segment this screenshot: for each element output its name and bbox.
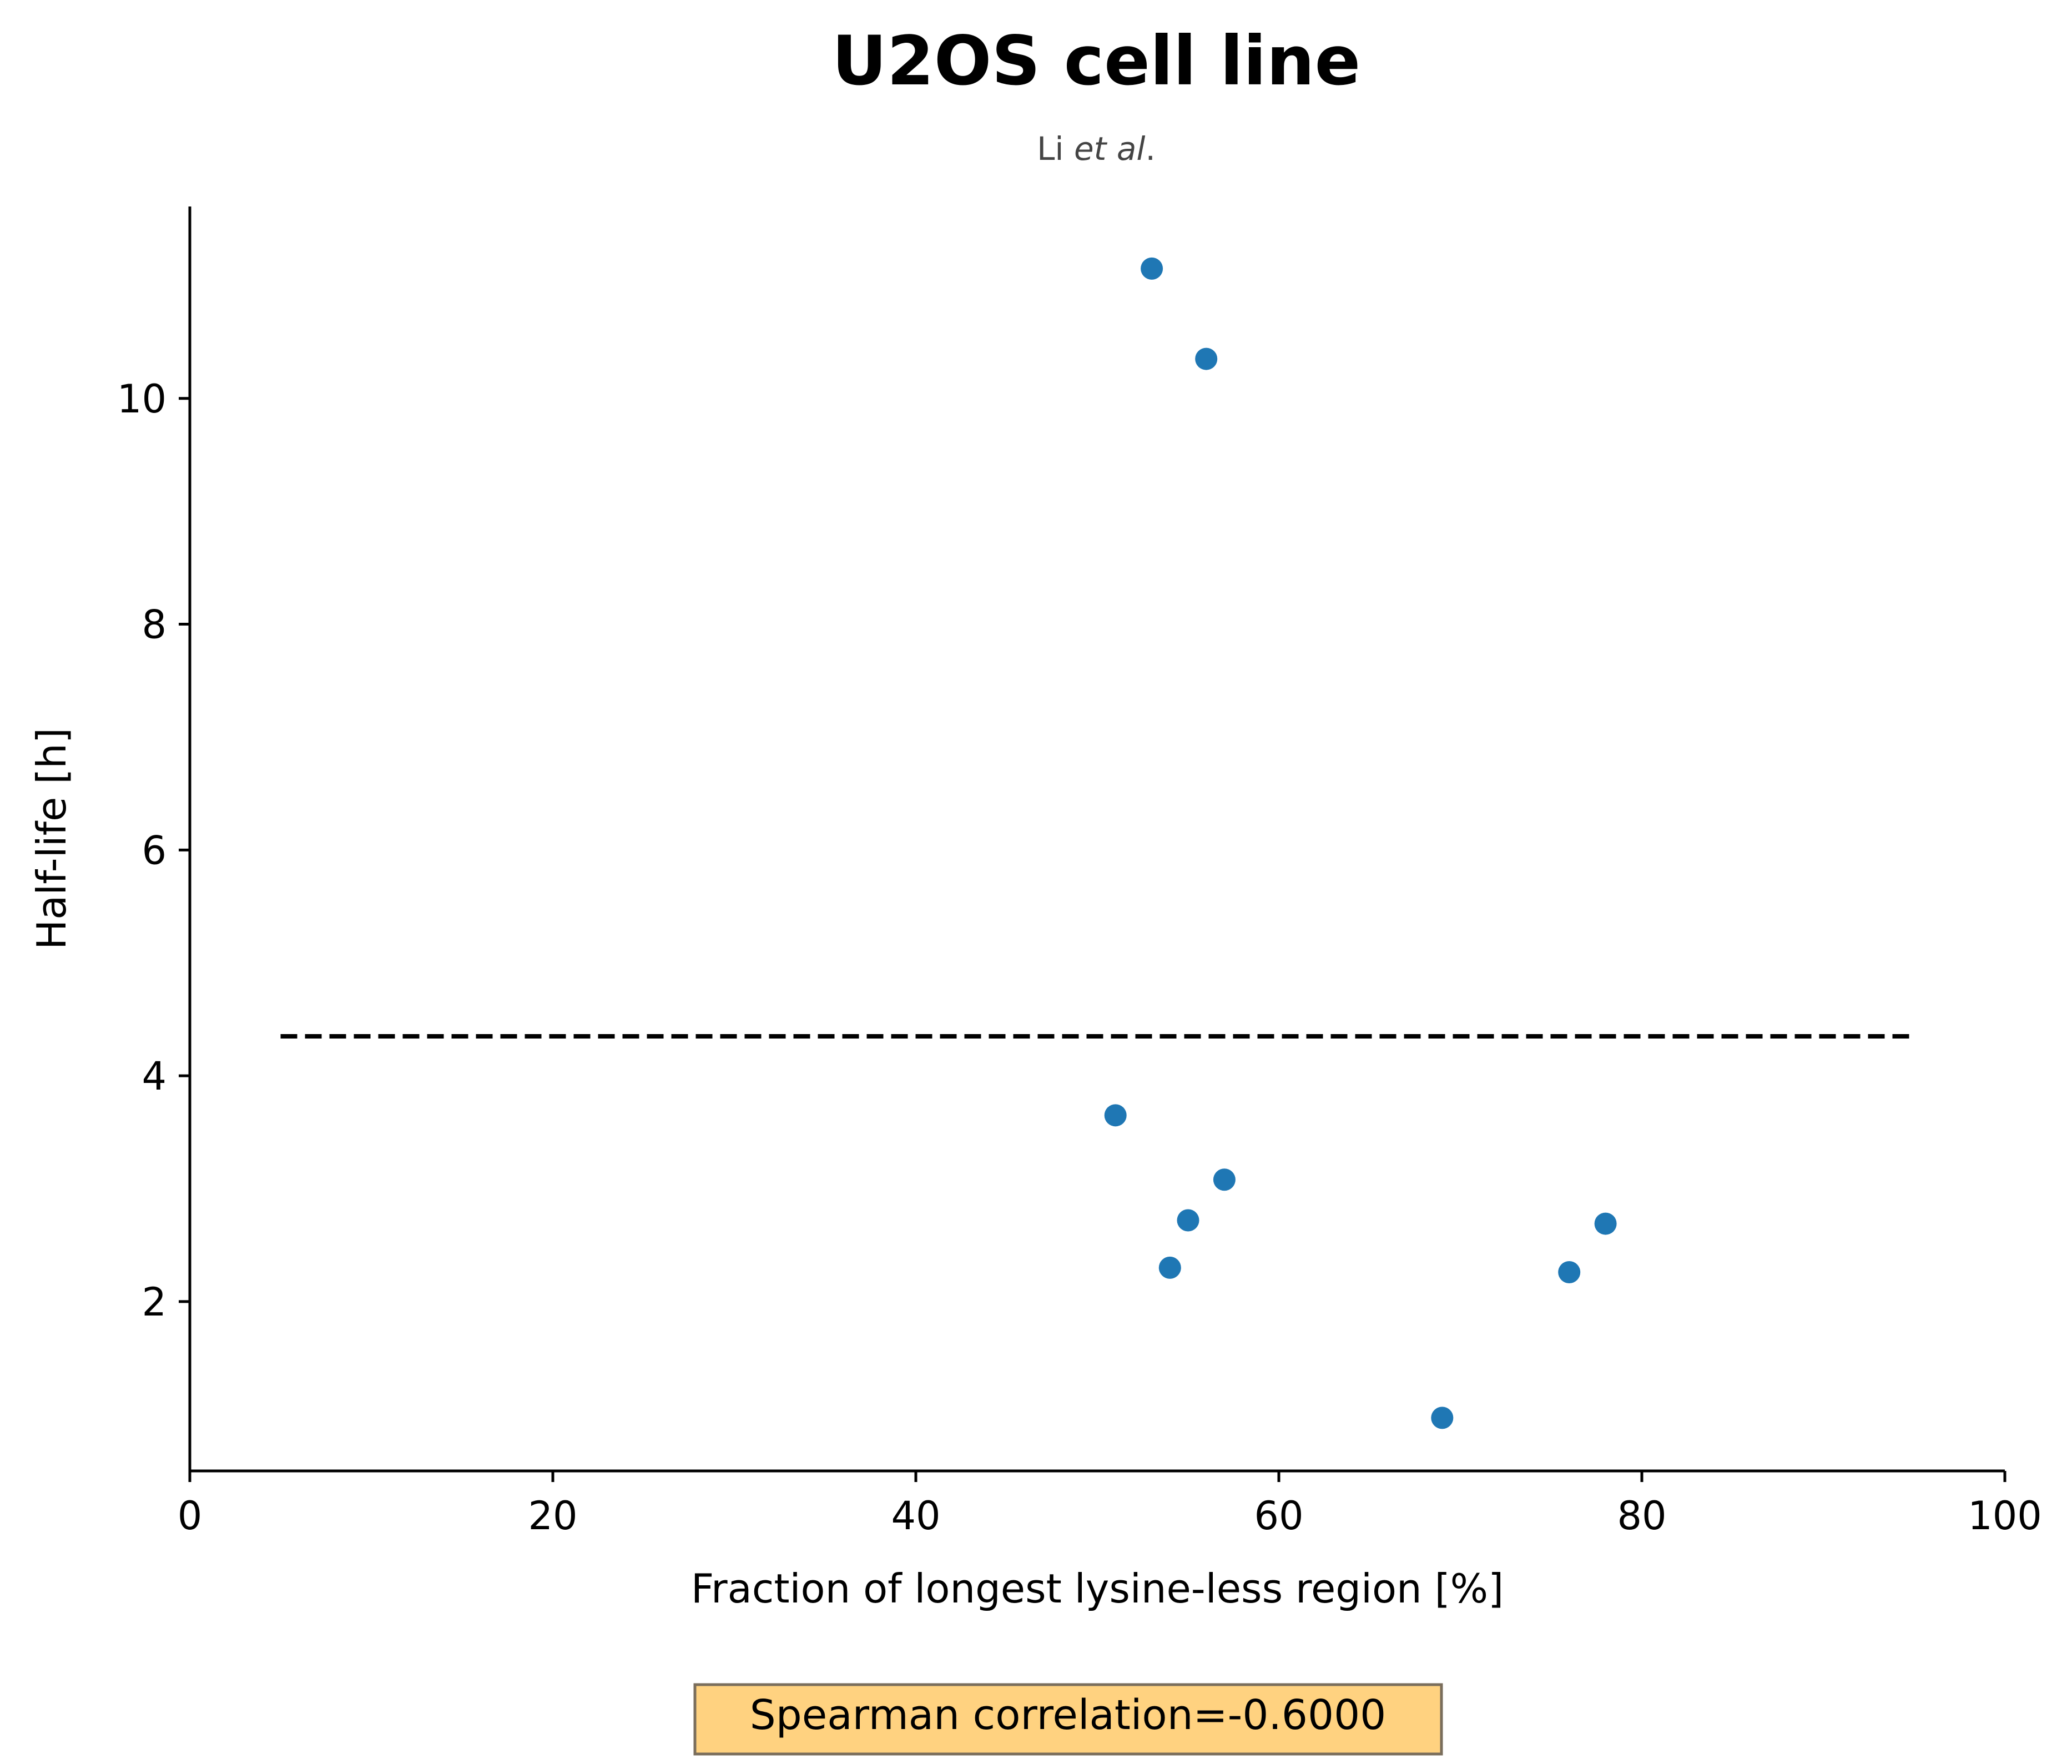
x-tick-label: 80	[1617, 1493, 1666, 1539]
x-axis-label: Fraction of longest lysine-less region […	[691, 1565, 1504, 1612]
annotation-background	[693, 1683, 1443, 1756]
subtitle-end: .	[1145, 130, 1155, 168]
chart-subtitle: Li et al.	[1037, 130, 1156, 168]
data-point	[1141, 257, 1163, 280]
y-tick-label: 8	[142, 602, 167, 648]
data-point	[1431, 1407, 1454, 1429]
x-tick-label: 0	[178, 1493, 203, 1539]
y-tick-label: 2	[142, 1279, 167, 1325]
x-tick-label: 60	[1254, 1493, 1303, 1539]
data-point	[1594, 1212, 1617, 1235]
spearman-annotation: Spearman correlation=-0.6000	[750, 1691, 1387, 1739]
plot-area: 0 20 40 60 80 100 2 4 6 8 10	[117, 257, 2042, 1539]
x-tick-label: 100	[1968, 1493, 2042, 1539]
y-tick-label: 4	[142, 1054, 167, 1099]
data-point	[1104, 1104, 1127, 1127]
chart-title: U2OS cell line	[832, 22, 1360, 100]
data-point	[1213, 1168, 1236, 1191]
data-point	[1195, 347, 1218, 370]
data-point	[1177, 1209, 1199, 1232]
data-point	[1558, 1261, 1581, 1284]
data-point	[1158, 1256, 1181, 1279]
y-tick-label: 10	[117, 376, 167, 422]
x-tick-label: 20	[528, 1493, 577, 1539]
y-tick-label: 6	[142, 828, 167, 873]
subtitle-plain: Li	[1037, 130, 1074, 168]
subtitle-italic: et al	[1074, 130, 1146, 168]
y-axis-label: Half-life [h]	[28, 728, 75, 950]
x-tick-label: 40	[891, 1493, 940, 1539]
annotation-box: Spearman correlation=-0.6000	[693, 1683, 1443, 1756]
